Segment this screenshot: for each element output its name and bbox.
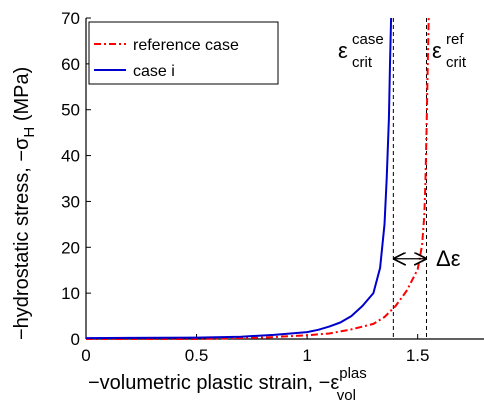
legend-box xyxy=(88,21,279,85)
legend-label-reference-case: reference case xyxy=(133,37,239,54)
crit-case-epsilon: ε xyxy=(338,38,348,63)
y-tick-label: 70 xyxy=(61,9,80,28)
delta-epsilon-label: Δε xyxy=(436,246,461,271)
crit-case-subscript: crit xyxy=(352,54,373,71)
crit-ref-epsilon: ε xyxy=(432,38,442,63)
y-tick-label: 30 xyxy=(61,192,80,211)
plot-area: 0 0.5 1 1.5 0 10 20 30 40 50 60 70 xyxy=(61,9,484,365)
y-tick-label: 10 xyxy=(61,284,80,303)
legend: reference case case i xyxy=(88,21,279,85)
x-tick-label: 1.5 xyxy=(406,346,430,365)
y-axis-label-sub: H xyxy=(21,127,38,138)
x-tick-label: 1 xyxy=(302,346,311,365)
series-line-reference-case xyxy=(86,17,430,340)
crit-ref-superscript: ref xyxy=(446,31,464,48)
y-axis-label-main: −hydrostatic stress, −σ xyxy=(11,137,33,340)
series-line-case-i xyxy=(85,17,393,340)
x-tick-label: 0.5 xyxy=(185,346,209,365)
x-tick-label: 0 xyxy=(81,346,90,365)
y-axis-label-unit: (MPa) xyxy=(11,67,33,127)
crit-case-superscript: case xyxy=(352,31,384,48)
x-axis-label: −volumetric plastic strain, −εplas vol xyxy=(88,365,367,404)
x-axis-label-main: −volumetric plastic strain, −ε xyxy=(88,372,339,394)
y-tick-label: 0 xyxy=(71,330,80,349)
y-tick-label: 60 xyxy=(61,55,80,74)
legend-label-case-i: case i xyxy=(133,63,175,80)
annotation-crit-case: ε case crit xyxy=(338,31,384,71)
x-axis-label-sup: plas xyxy=(339,365,367,382)
y-tick-label: 40 xyxy=(61,147,80,166)
annotation-crit-ref: ε ref crit xyxy=(432,31,467,71)
y-tick-label: 50 xyxy=(61,101,80,120)
crit-ref-subscript: crit xyxy=(446,54,467,71)
x-axis-label-sub: vol xyxy=(337,387,356,404)
y-tick-label: 20 xyxy=(61,238,80,257)
y-axis-label: −hydrostatic stress, −σH (MPa) xyxy=(11,67,38,340)
